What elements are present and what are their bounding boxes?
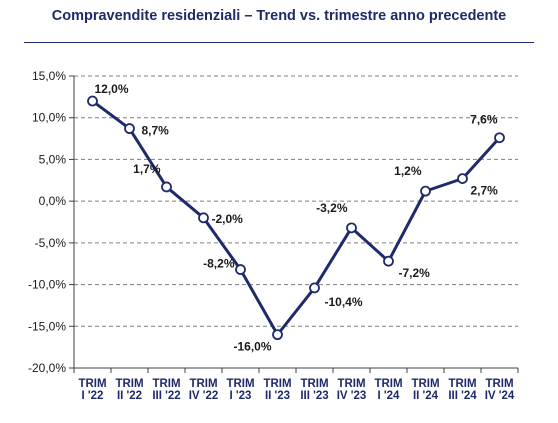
series-line bbox=[91, 99, 501, 337]
data-point bbox=[87, 95, 98, 107]
data-label: 1,2% bbox=[394, 164, 422, 178]
x-tick-label: TRIM I '24 bbox=[374, 378, 402, 402]
data-point bbox=[161, 181, 172, 193]
x-tick-label: TRIM II '22 bbox=[115, 378, 143, 402]
x-tick-label: TRIM II '24 bbox=[411, 378, 439, 402]
data-point bbox=[420, 185, 431, 197]
y-axis-ticks: 15,0% 10,0% 5,0% 0,0% -5,0% -10,0% -15,0% -20,0… bbox=[28, 69, 66, 375]
x-tick-label: TRIM I '22 bbox=[78, 378, 106, 402]
y-tick-label: 5,0% bbox=[39, 152, 67, 166]
data-point bbox=[235, 264, 246, 275]
gridlines bbox=[74, 75, 518, 327]
y-tick-label: 0,0% bbox=[39, 194, 67, 208]
y-tick-label: -10,0% bbox=[28, 278, 66, 292]
data-label: -8,2% bbox=[203, 257, 235, 271]
x-tick-label: TRIM II '23 bbox=[263, 378, 291, 402]
x-tick-label: TRIM III '24 bbox=[448, 378, 477, 402]
data-label: 1,7% bbox=[133, 162, 161, 176]
y-tick-label: 15,0% bbox=[32, 69, 66, 83]
data-point bbox=[309, 282, 320, 294]
x-tick-label: TRIM IV '24 bbox=[485, 378, 515, 402]
data-label: -7,2% bbox=[399, 266, 431, 280]
data-point bbox=[198, 212, 209, 224]
y-tick-label: -5,0% bbox=[35, 236, 67, 250]
data-point bbox=[272, 329, 283, 341]
data-label: -16,0% bbox=[233, 340, 271, 354]
title-underline bbox=[24, 42, 534, 43]
data-label: -2,0% bbox=[212, 212, 244, 226]
axes bbox=[69, 75, 519, 373]
data-label: 12,0% bbox=[95, 82, 129, 96]
data-point bbox=[494, 132, 505, 144]
data-point bbox=[383, 255, 394, 267]
data-label: -10,4% bbox=[325, 295, 363, 309]
data-point bbox=[457, 173, 468, 185]
y-tick-label: -20,0% bbox=[28, 361, 66, 375]
chart-title: Compravendite residenziali – Trend vs. t… bbox=[51, 8, 507, 24]
x-axis-ticks: TRIM I '22 TRIM II '22 TRIM III '22 TRIM IV '22… bbox=[78, 378, 514, 402]
x-tick-label: TRIM I '23 bbox=[226, 378, 254, 402]
x-tick-label: TRIM III '23 bbox=[300, 378, 328, 402]
data-point bbox=[124, 123, 135, 134]
y-tick-label: 10,0% bbox=[32, 111, 66, 125]
data-label: 7,6% bbox=[470, 113, 498, 127]
data-labels: 12,0% 8,7% 1,7% -2,0% -8,2% -16,0% -10,4% -3,2%… bbox=[95, 82, 499, 354]
series-trend bbox=[87, 95, 505, 341]
x-tick-label: TRIM IV '22 bbox=[189, 378, 219, 402]
data-label: -3,2% bbox=[316, 201, 348, 215]
x-tick-label: TRIM IV '23 bbox=[337, 378, 367, 402]
data-label: 8,7% bbox=[142, 124, 170, 138]
data-point bbox=[346, 222, 357, 234]
y-tick-label: -15,0% bbox=[28, 319, 66, 333]
x-tick-label: TRIM III '22 bbox=[152, 378, 180, 402]
data-label: 2,7% bbox=[471, 184, 499, 198]
